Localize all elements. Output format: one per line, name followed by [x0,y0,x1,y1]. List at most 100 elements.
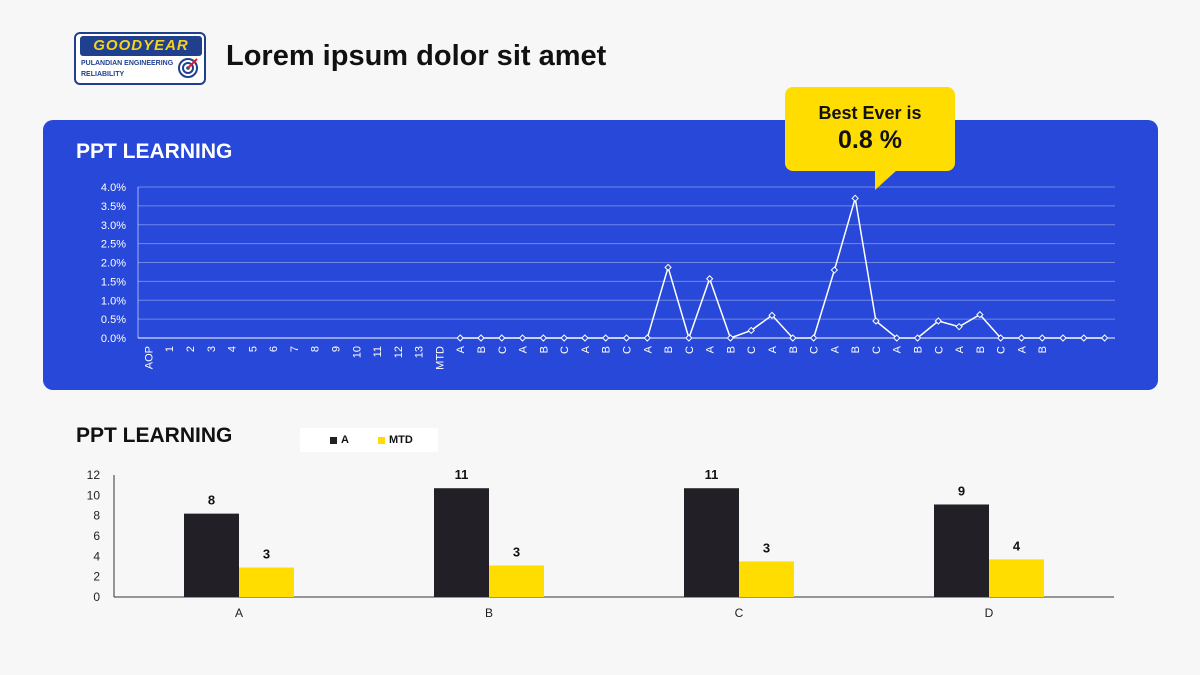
x-tick-label: D [985,606,994,620]
x-tick-label: A [580,345,592,353]
x-tick-label: A [235,606,243,620]
x-tick-label: C [746,346,758,354]
callout-line-1: Best Ever is [818,103,922,123]
x-tick-label: C [735,606,744,620]
x-tick-label: A [455,345,467,353]
data-point [643,334,651,342]
data-label: 3 [763,540,770,555]
x-tick-label: 6 [268,346,280,352]
data-point [955,322,963,331]
x-tick-label: B [725,346,737,353]
x-tick-label: A [892,345,904,353]
y-tick-label: 0 [93,590,100,604]
x-tick-label: 5 [247,346,259,352]
x-tick-label: C [497,346,509,354]
x-tick-label: C [622,346,634,354]
x-tick-label: B [913,346,925,353]
y-tick-label: 6 [93,529,100,543]
bar-mtd [489,565,544,597]
logo-line-2: RELIABILITY [81,71,125,78]
x-tick-label: 1 [164,346,176,352]
x-tick-label: 13 [414,346,426,358]
data-point [976,310,984,319]
x-tick-label: B [1037,346,1049,353]
legend-item-a: A [330,434,349,446]
x-tick-label: B [975,346,987,353]
data-point [1059,334,1067,342]
x-tick-label: C [871,346,883,354]
data-point [539,334,548,342]
bar-a [434,488,489,597]
data-point [622,334,631,342]
x-tick-label: MTD [434,346,446,370]
x-tick-label: B [601,346,613,353]
data-point [747,326,755,335]
bar-chart-legend: A MTD [300,428,438,452]
callout-line-2: 0.8 % [838,126,902,154]
page-title: Lorem ipsum dolor sit amet [226,40,607,72]
x-tick-label: A [642,345,654,353]
x-tick-label: C [996,346,1008,354]
y-tick-label: 4 [93,549,100,563]
x-tick-label: B [476,346,488,353]
data-point [851,194,859,203]
best-ever-callout: Best Ever is 0.8 % [785,87,955,171]
x-tick-label: A [518,345,530,353]
x-tick-label: B [538,346,550,353]
x-tick-label: B [485,606,493,620]
x-tick-label: B [850,346,862,353]
data-point [581,334,589,342]
bar-mtd [239,567,294,597]
data-label: 9 [958,483,965,498]
data-point [789,334,797,342]
legend-item-mtd: MTD [378,434,413,446]
data-label: 11 [705,467,719,482]
x-tick-label: A [829,345,841,353]
y-tick-label: 0.0% [101,333,126,345]
bar-chart-title: PPT LEARNING [76,424,233,447]
y-tick-label: 12 [87,468,101,482]
logo-brand: GOODYEAR [80,36,202,56]
data-point [809,334,818,342]
data-point [518,334,527,342]
line-chart-panel: PPT LEARNING 0.0% 0.5% 1.0% 1.5% 2.0% 2.5% 3.0… [43,120,1158,390]
x-tick-label: 12 [393,346,405,358]
bar-a [934,504,989,597]
y-tick-label: 3.0% [101,220,126,232]
x-tick-label: 8 [310,346,322,352]
line-chart-title: PPT LEARNING [76,140,233,163]
data-point [1038,334,1046,342]
y-tick-label: 3.5% [101,201,126,213]
x-tick-label: A [954,345,966,353]
y-tick-label: 1.0% [101,295,126,307]
x-tick-label: A [1016,345,1028,353]
data-point [664,263,672,272]
x-tick-label: 9 [330,346,342,352]
data-point [893,334,901,342]
data-point [705,275,714,283]
x-tick-label: C [684,346,696,354]
x-tick-label: C [933,346,945,354]
target-icon [178,58,198,78]
bar-a [184,513,239,597]
data-point [768,311,776,320]
data-point [934,317,943,325]
data-point [685,334,693,342]
legend-label-mtd: MTD [389,434,413,446]
y-tick-label: 2 [93,570,100,584]
data-point [996,334,1005,342]
legend-swatch-a [330,436,337,444]
bar-mtd [739,561,794,597]
legend-label-a: A [341,434,349,446]
logo-line-1: PULANDIAN ENGINEERING [81,60,174,67]
x-tick-label: B [788,346,800,353]
y-tick-label: 8 [93,509,100,523]
x-tick-label: 11 [372,346,384,357]
data-label: 3 [513,544,520,559]
y-tick-label: 1.5% [101,276,126,288]
data-point [1080,334,1088,342]
data-point [477,334,485,342]
y-tick-label: 0.5% [101,314,126,326]
bar-mtd [989,559,1044,597]
x-tick-label: C [809,346,821,354]
